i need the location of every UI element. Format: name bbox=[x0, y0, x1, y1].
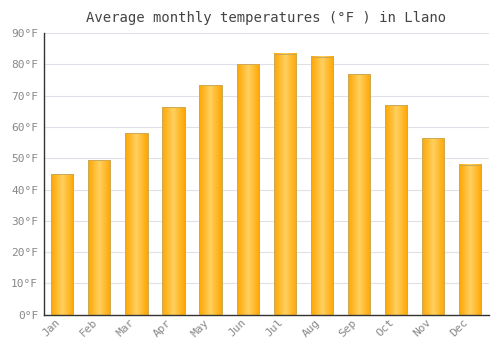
Bar bbox=[348, 74, 370, 315]
Bar bbox=[311, 57, 333, 315]
Bar bbox=[274, 54, 296, 315]
Bar bbox=[200, 85, 222, 315]
Title: Average monthly temperatures (°F ) in Llano: Average monthly temperatures (°F ) in Ll… bbox=[86, 11, 447, 25]
Bar bbox=[385, 105, 407, 315]
Bar bbox=[422, 138, 444, 315]
Bar bbox=[88, 160, 110, 315]
Bar bbox=[126, 133, 148, 315]
Bar bbox=[459, 164, 481, 315]
Bar bbox=[162, 107, 184, 315]
Bar bbox=[236, 64, 259, 315]
Bar bbox=[51, 174, 74, 315]
